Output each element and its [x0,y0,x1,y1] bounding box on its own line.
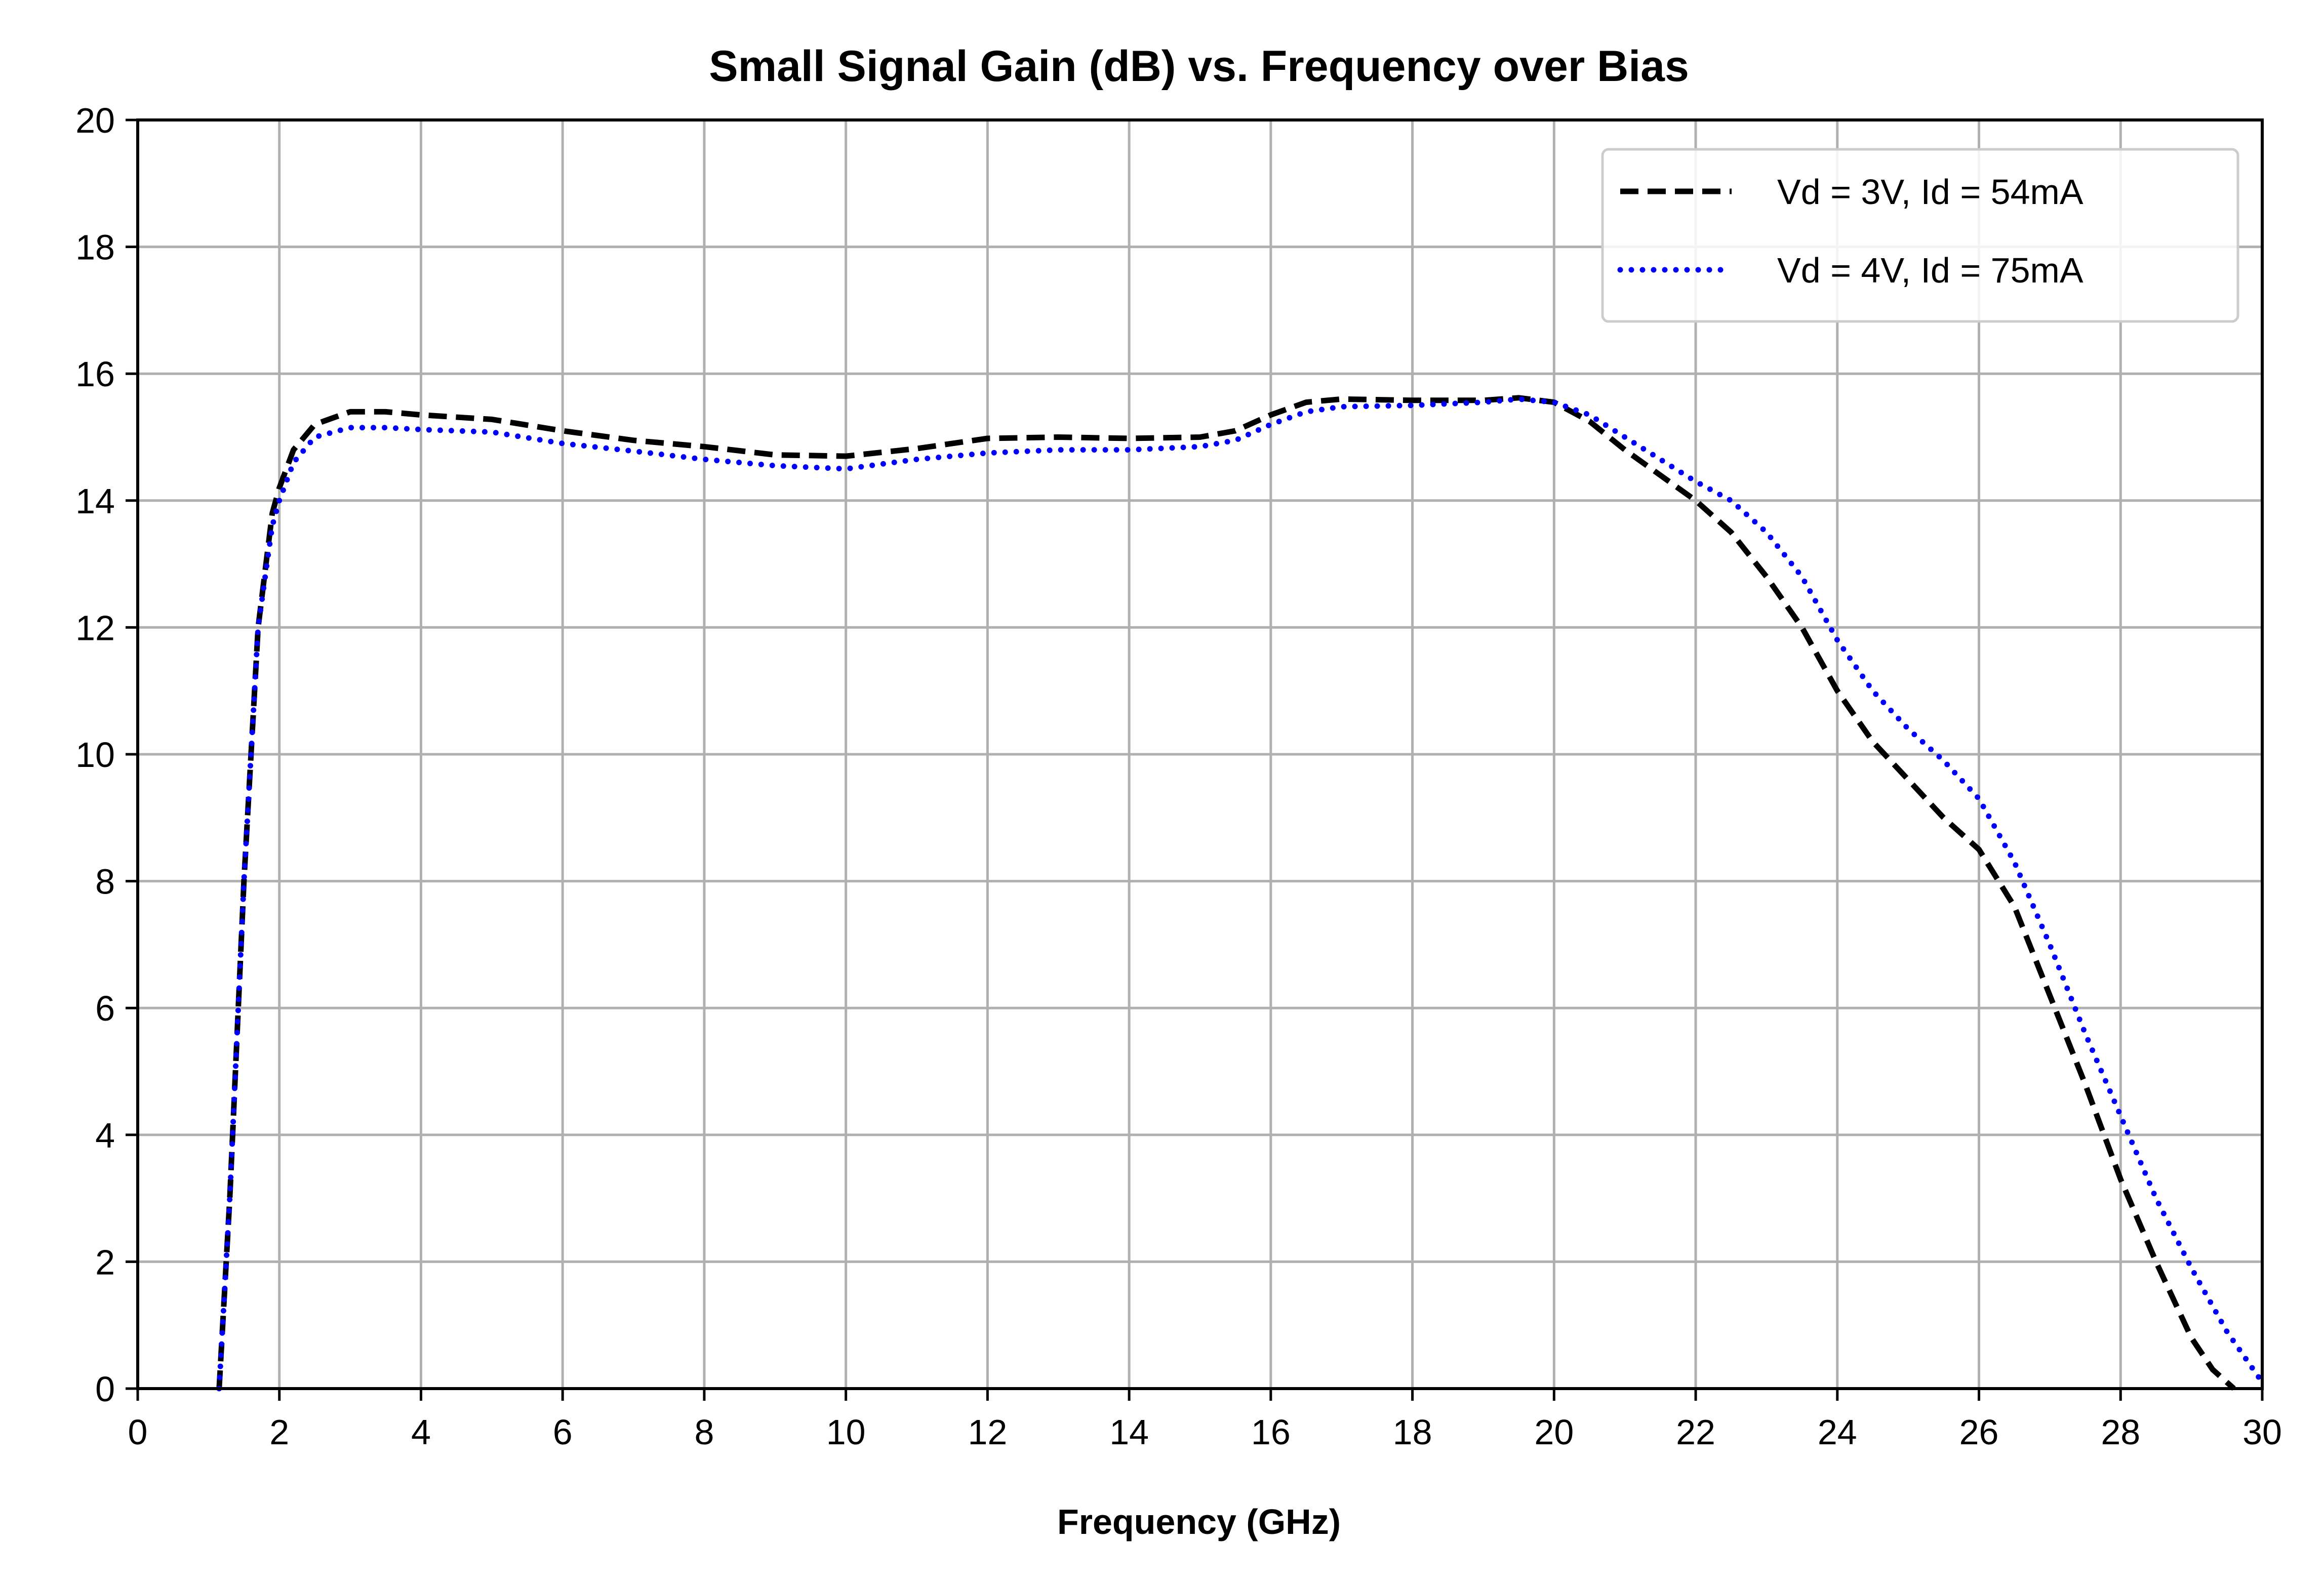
series-line-2 [216,396,2265,1392]
legend-label-series-2: Vd = 4V, Id = 75mA [1777,251,2083,290]
x-tick-label: 0 [128,1412,148,1452]
y-tick-label: 6 [95,989,115,1028]
series-line-1 [216,395,2236,1391]
x-tick-label: 14 [1109,1412,1149,1452]
x-axis-label: Frequency (GHz) [1057,1502,1341,1541]
y-tick-label: 20 [75,101,115,140]
y-tick-label: 18 [75,228,115,267]
x-tick-label: 8 [694,1412,714,1452]
y-tick-label: 4 [95,1116,115,1155]
x-tick-label: 16 [1251,1412,1291,1452]
y-tick-label: 8 [95,862,115,902]
x-tick-label: 24 [1818,1412,1857,1452]
series-layer [216,395,2265,1392]
legend-box [1601,148,2239,323]
x-tick-label: 6 [553,1412,573,1452]
y-tick-label: 12 [75,608,115,647]
x-tick-label: 28 [2101,1412,2140,1452]
x-tick-label: 22 [1676,1412,1715,1452]
x-tick-label: 10 [826,1412,866,1452]
x-tick-label: 12 [968,1412,1007,1452]
y-tick-label: 16 [75,354,115,394]
x-tick-label: 26 [1959,1412,1999,1452]
y-tick-label: 10 [75,735,115,775]
legend-label-series-1: Vd = 3V, Id = 54mA [1777,172,2083,212]
x-tick-label: 30 [2242,1412,2282,1452]
axis-ticks: 0 2 4 6 8 10 12 14 16 18 20 22 24 26 28 300246810121416… [75,101,2282,1452]
x-tick-label: 2 [269,1412,289,1452]
x-tick-label: 18 [1393,1412,1432,1452]
y-tick-label: 0 [95,1369,115,1409]
x-tick-label: 20 [1534,1412,1574,1452]
x-tick-label: 4 [411,1412,431,1452]
chart-title: Small Signal Gain (dB) vs. Frequency ove… [709,42,1689,91]
y-tick-label: 2 [95,1242,115,1282]
y-tick-label: 14 [75,481,115,521]
legend: Vd = 3V, Id = 54mA Vd = 4V, Id = 75mA [1601,148,2239,323]
